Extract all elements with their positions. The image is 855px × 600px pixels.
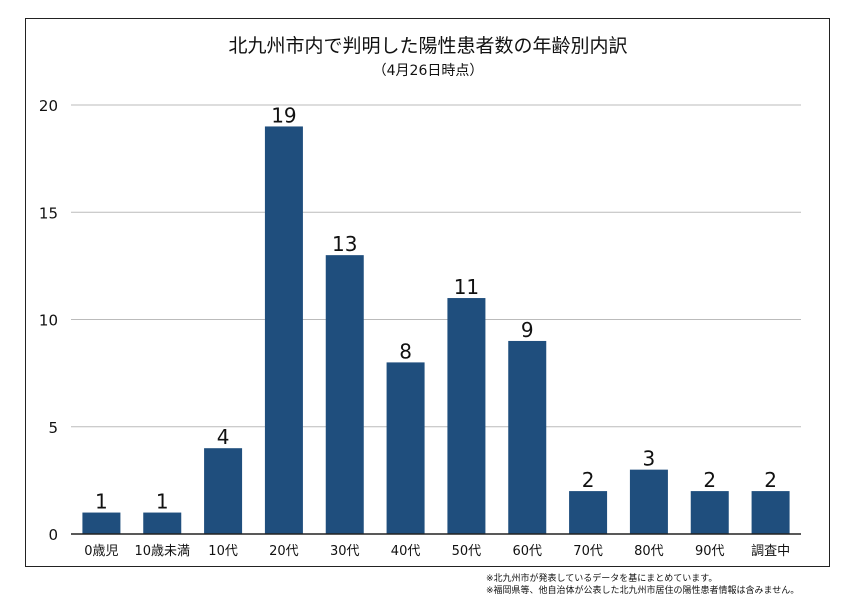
- y-tick-label: 10: [39, 312, 58, 330]
- data-label: 19: [271, 103, 296, 127]
- footnote-1: ※北九州市が発表しているデータを基にまとめています。: [486, 574, 718, 584]
- data-label: 2: [582, 468, 595, 492]
- bar: [204, 448, 243, 534]
- bar: [264, 126, 303, 534]
- data-label: 3: [643, 447, 656, 471]
- x-tick-label: 70代: [573, 544, 603, 559]
- bar: [751, 491, 790, 534]
- x-tick-label: 10歳未満: [134, 544, 190, 559]
- y-tick-label: 20: [39, 97, 58, 115]
- data-label: 13: [332, 232, 357, 256]
- data-label: 1: [95, 490, 108, 514]
- data-label: 11: [454, 275, 479, 299]
- x-tick-label: 60代: [512, 544, 542, 559]
- x-tick-label: 80代: [634, 544, 664, 559]
- bar: [690, 491, 729, 534]
- chart-title: 北九州市内で判明した陽性患者数の年齢別内訳: [228, 35, 627, 57]
- x-tick-label: 20代: [269, 544, 299, 559]
- chart-subtitle: （4月26日時点）: [373, 63, 484, 79]
- data-label: 9: [521, 318, 534, 342]
- bar: [569, 491, 608, 534]
- x-tick-label: 30代: [330, 544, 360, 559]
- y-tick-label: 5: [48, 419, 58, 437]
- bar: [386, 362, 425, 534]
- bar: [629, 469, 668, 534]
- x-tick-label: 0歳児: [84, 544, 118, 559]
- y-tick-label: 0: [48, 526, 58, 544]
- footnote-2: ※福岡県等、他自治体が公表した北九州市居住の陽性患者情報は含みません。: [486, 586, 800, 596]
- x-tick-label: 40代: [391, 544, 421, 559]
- chart-frame: [25, 18, 830, 567]
- data-label: 2: [764, 468, 777, 492]
- x-tick-label: 10代: [208, 544, 238, 559]
- x-tick-label: 90代: [695, 544, 725, 559]
- data-label: 2: [703, 468, 716, 492]
- bar: [325, 255, 364, 534]
- bar: [508, 340, 547, 534]
- bar: [82, 512, 121, 534]
- bar: [143, 512, 182, 534]
- x-tick-label: 調査中: [751, 544, 790, 559]
- data-label: 4: [217, 425, 230, 449]
- bar: [447, 298, 486, 534]
- data-label: 8: [399, 339, 412, 363]
- y-tick-label: 15: [39, 204, 58, 222]
- data-label: 1: [156, 490, 169, 514]
- x-tick-label: 50代: [452, 544, 482, 559]
